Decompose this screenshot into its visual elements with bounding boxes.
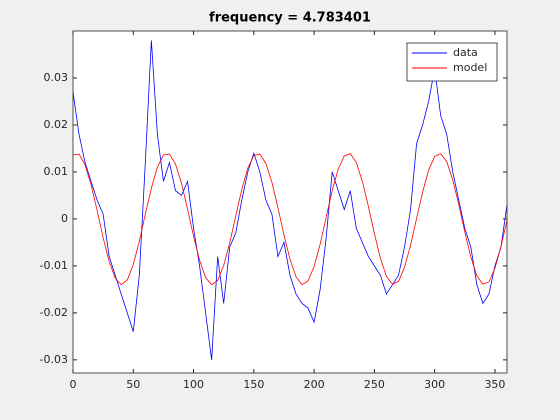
- series-line: [72, 153, 508, 286]
- y-tick-label: 0.01: [44, 165, 69, 178]
- y-tick-label: -0.01: [40, 259, 68, 272]
- y-tick-label: 0.02: [44, 118, 69, 131]
- y-tick-label: 0: [61, 212, 68, 225]
- x-tick-label: 300: [424, 378, 445, 391]
- chart-title: frequency = 4.783401: [209, 11, 371, 26]
- y-tick-label: -0.02: [40, 306, 68, 319]
- x-tick-label: 150: [243, 378, 264, 391]
- x-tick-label: 200: [304, 378, 325, 391]
- y-tick-label: -0.03: [40, 353, 68, 366]
- x-tick-label: 350: [484, 378, 505, 391]
- y-tick-label: 0.03: [44, 71, 69, 84]
- x-tick-label: 250: [364, 378, 385, 391]
- x-tick-label: 100: [183, 378, 204, 391]
- x-tick-label: 0: [70, 378, 77, 391]
- x-tick-label: 50: [126, 378, 140, 391]
- axes-box: [72, 30, 508, 374]
- legend-label: model: [453, 61, 487, 74]
- plot-area: [73, 31, 507, 373]
- legend-label: data: [453, 46, 478, 59]
- legend-box: [406, 42, 498, 82]
